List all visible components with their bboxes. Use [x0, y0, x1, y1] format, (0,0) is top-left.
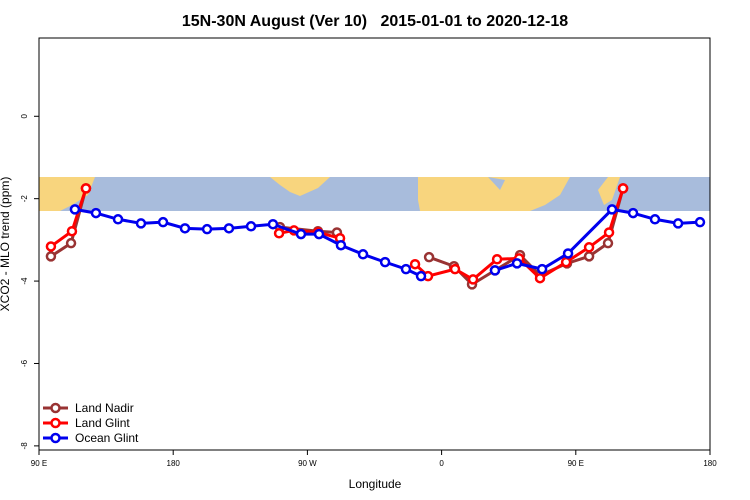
- point: [534, 272, 546, 284]
- point: [617, 183, 629, 194]
- point: [90, 207, 102, 219]
- point: [603, 227, 615, 238]
- point: [45, 241, 57, 252]
- legend-label: Land Nadir: [75, 401, 134, 415]
- point: [536, 263, 548, 275]
- point: [467, 274, 479, 285]
- point: [560, 256, 572, 268]
- y-tick-label: 0: [20, 114, 29, 119]
- legend-marker: [50, 432, 61, 444]
- point: [694, 216, 706, 228]
- point: [267, 218, 279, 230]
- point: [400, 263, 412, 275]
- y-tick-label: -2: [20, 195, 29, 203]
- point: [335, 239, 347, 251]
- legend-marker: [50, 402, 61, 414]
- point: [201, 223, 213, 235]
- point: [423, 251, 435, 263]
- point: [135, 218, 147, 229]
- point: [415, 270, 427, 282]
- point: [112, 214, 124, 225]
- point: [313, 228, 325, 240]
- x-tick-label: 90 W: [298, 459, 317, 468]
- x-tick-label: 0: [439, 459, 444, 468]
- legend-label: Ocean Glint: [75, 431, 139, 445]
- point: [157, 216, 169, 228]
- map-band: [39, 177, 710, 211]
- point: [66, 225, 78, 237]
- point: [273, 228, 285, 239]
- point: [449, 263, 461, 275]
- point: [606, 204, 618, 215]
- x-tick-label: 90 E: [568, 459, 584, 468]
- point: [245, 221, 257, 232]
- point: [491, 253, 503, 265]
- point: [627, 207, 639, 219]
- y-tick-label: -8: [20, 442, 29, 450]
- point: [69, 204, 81, 215]
- point: [649, 214, 661, 225]
- legend-label: Land Glint: [75, 416, 130, 430]
- point: [45, 251, 57, 262]
- point: [357, 249, 369, 260]
- point: [672, 218, 684, 229]
- legend-marker: [50, 417, 61, 429]
- x-tick-label: 90 E: [31, 459, 47, 468]
- point: [179, 223, 191, 234]
- y-axis-label: XCO2 - MLO trend (ppm): [0, 177, 12, 312]
- chart-title: 15N-30N August (Ver 10) 2015-01-01 to 20…: [182, 13, 568, 30]
- plot-frame: [38, 37, 711, 451]
- point: [80, 183, 92, 194]
- point: [409, 258, 421, 270]
- point: [295, 228, 307, 240]
- point: [511, 258, 523, 269]
- point: [223, 223, 235, 234]
- x-tick-label: 180: [703, 459, 717, 468]
- point: [562, 248, 574, 259]
- point: [379, 256, 391, 268]
- point: [602, 237, 614, 249]
- point: [583, 251, 595, 262]
- point: [583, 242, 595, 253]
- x-axis-label: Longitude: [349, 477, 402, 491]
- y-tick-label: -4: [20, 277, 29, 285]
- point: [65, 237, 77, 249]
- y-tick-label: -6: [20, 359, 29, 367]
- x-tick-label: 180: [167, 459, 181, 468]
- point: [489, 265, 501, 276]
